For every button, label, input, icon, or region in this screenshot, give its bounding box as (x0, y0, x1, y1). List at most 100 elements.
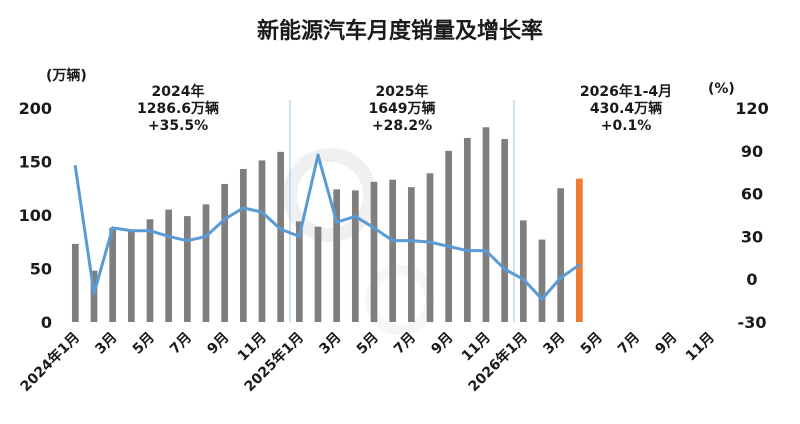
x-tick-label: 9月 (204, 330, 232, 358)
growth-rate-point (279, 227, 283, 231)
annotation-line: +0.1% (601, 118, 652, 134)
year-dividers (289, 100, 515, 322)
bar (258, 160, 266, 322)
bar (314, 226, 322, 322)
right-tick-label: 0 (746, 270, 757, 289)
right-tick-label: 120 (735, 99, 768, 118)
bar-series (71, 127, 583, 322)
right-tick-label: 90 (741, 142, 763, 161)
bar (557, 188, 565, 322)
x-tick-label: 5月 (354, 330, 382, 358)
annotation-line: 2026年1-4月 (580, 83, 672, 100)
bar (370, 181, 378, 322)
x-tick-label: 3月 (316, 330, 344, 358)
bar (295, 221, 303, 322)
x-tick-label: 7月 (167, 330, 195, 358)
bar (445, 150, 453, 322)
growth-rate-point (260, 210, 264, 214)
annotation-line: 1286.6万辆 (137, 100, 219, 117)
growth-rate-point (540, 297, 544, 301)
x-tick-label: 3月 (92, 330, 120, 358)
growth-rate-point (409, 239, 413, 243)
bar (351, 190, 359, 322)
growth-rate-point (167, 234, 171, 238)
bar (71, 243, 79, 322)
left-tick-label: 150 (19, 153, 52, 172)
growth-rate-point (391, 239, 395, 243)
growth-rate-point (241, 206, 245, 210)
x-tick-label: 11月 (459, 330, 494, 365)
x-tick-label: 9月 (652, 330, 680, 358)
bar (277, 151, 285, 322)
growth-rate-point (335, 220, 339, 224)
growth-rate-point (577, 263, 581, 267)
growth-rate-point (559, 276, 563, 280)
x-tick-label: 5月 (578, 330, 606, 358)
x-tick-label: 11月 (235, 330, 270, 365)
growth-rate-point (185, 239, 189, 243)
growth-rate-point (521, 277, 525, 281)
annotation-line: 2025年 (376, 83, 429, 100)
bar (333, 189, 341, 322)
growth-rate-point (129, 229, 133, 233)
annotation-line: +28.2% (372, 118, 432, 134)
right-tick-label: 30 (741, 227, 763, 246)
bar (519, 220, 527, 322)
bar (183, 216, 191, 322)
bar (463, 137, 471, 322)
annotation-line: +35.5% (148, 118, 208, 134)
x-tick-label: 3月 (540, 330, 568, 358)
bar-highlighted (575, 178, 583, 322)
x-tick-label: 2024年1月 (17, 329, 83, 395)
bar (407, 187, 415, 322)
bar (165, 209, 173, 322)
bar (109, 227, 117, 322)
bar (127, 231, 135, 322)
chart-title: 新能源汽车月度销量及增长率 (257, 18, 543, 44)
annotation-line: 2024年 (152, 83, 205, 100)
growth-rate-point (465, 249, 469, 253)
x-tick-label: 5月 (130, 330, 158, 358)
x-tick-label: 11月 (683, 330, 718, 365)
growth-rate-point (204, 234, 208, 238)
growth-rate-point (447, 244, 451, 248)
right-tick-label: 60 (741, 185, 763, 204)
left-axis-unit: (万辆) (46, 67, 87, 84)
growth-rate-point (428, 240, 432, 244)
growth-rate-point (73, 164, 77, 168)
growth-rate-point (484, 249, 488, 253)
growth-rate-point (297, 234, 301, 238)
bar (501, 139, 509, 322)
growth-line-series (73, 153, 581, 301)
bar (202, 204, 210, 322)
growth-rate-point (372, 226, 376, 230)
annotation-line: 430.4万辆 (590, 100, 662, 117)
left-tick-label: 200 (19, 99, 52, 118)
bar (426, 173, 434, 322)
growth-rate-point (111, 226, 115, 230)
bar (538, 239, 546, 322)
x-tick-label: 7月 (615, 330, 643, 358)
annotation-line: 1649万辆 (369, 100, 436, 117)
bar (146, 219, 154, 322)
growth-rate-point (353, 214, 357, 218)
growth-rate-line (73, 153, 581, 301)
bar (389, 179, 397, 322)
bar (482, 127, 490, 322)
right-axis-unit: (%) (708, 81, 735, 97)
growth-rate-point (148, 229, 152, 233)
right-tick-label: -30 (738, 313, 767, 332)
left-tick-label: 100 (19, 206, 52, 225)
bar (90, 270, 98, 322)
bar (221, 183, 229, 322)
growth-rate-point (503, 267, 507, 271)
growth-rate-point (316, 153, 320, 157)
right-axis-ticks: -30 0 30 60 90 120 (735, 99, 768, 332)
growth-rate-point (92, 291, 96, 295)
x-tick-label: 9月 (428, 330, 456, 358)
left-axis-ticks: 0 50 100 150 200 (19, 99, 52, 332)
growth-rate-point (223, 217, 227, 221)
